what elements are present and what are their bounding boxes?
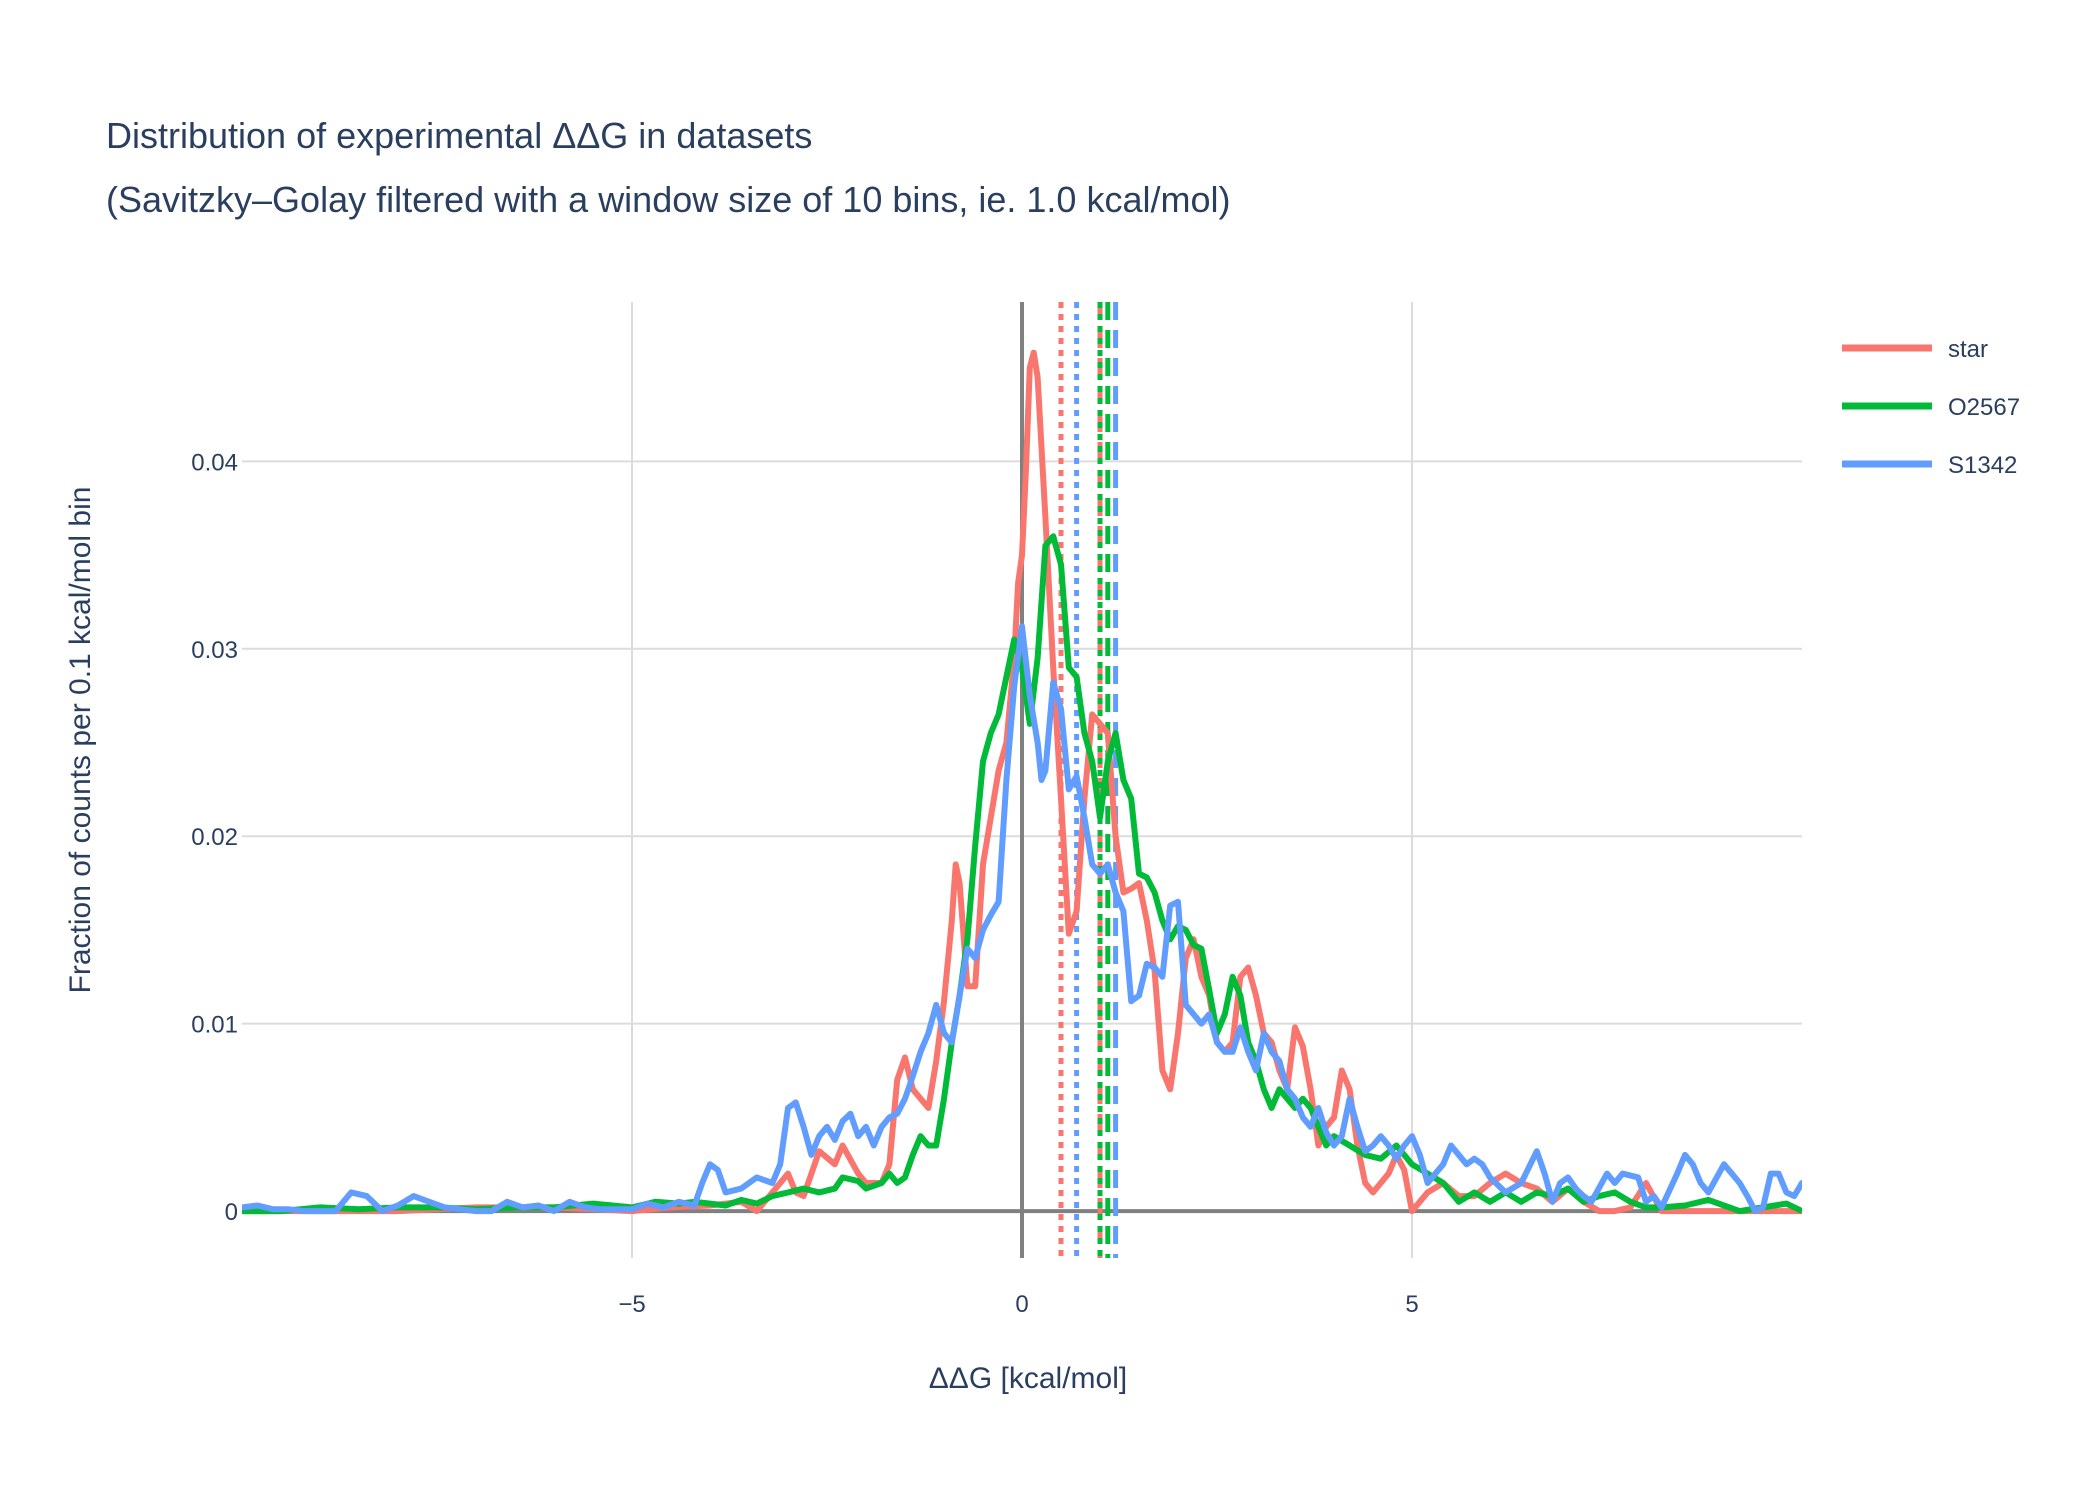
y-tick-label: 0.03	[191, 637, 238, 664]
y-tick-label: 0.01	[191, 1012, 238, 1039]
x-tick-label: 5	[1405, 1291, 1418, 1318]
legend[interactable]: star O2567 S1342	[1842, 336, 2020, 479]
y-axis-title: Fraction of counts per 0.1 kcal/mol bin	[64, 487, 97, 994]
x-tick-label: 0	[1015, 1291, 1028, 1318]
series-line	[242, 623, 1802, 1215]
legend-label: O2567	[1948, 394, 2020, 421]
legend-item[interactable]: O2567	[1842, 394, 2020, 421]
series-line	[242, 533, 1802, 1215]
chart-subtitle: (Savitzky–Golay filtered with a window s…	[106, 179, 1230, 220]
x-tick-label: −5	[618, 1291, 645, 1318]
zero-lines	[242, 302, 1802, 1258]
y-tick-label: 0.02	[191, 824, 238, 851]
y-tick-labels: 0 0.01 0.02 0.03 0.04	[191, 449, 238, 1226]
y-tick-label: 0.04	[191, 449, 238, 476]
legend-label: star	[1948, 336, 1988, 363]
y-tick-label: 0	[225, 1199, 238, 1226]
legend-item[interactable]: star	[1842, 336, 1988, 363]
series-lines	[242, 349, 1802, 1215]
x-tick-labels: −5 0 5	[618, 1291, 1418, 1318]
x-axis-title: ΔΔG [kcal/mol]	[929, 1362, 1127, 1395]
legend-label: S1342	[1948, 452, 2017, 479]
legend-item[interactable]: S1342	[1842, 452, 2017, 479]
chart-title: Distribution of experimental ΔΔG in data…	[106, 115, 812, 156]
